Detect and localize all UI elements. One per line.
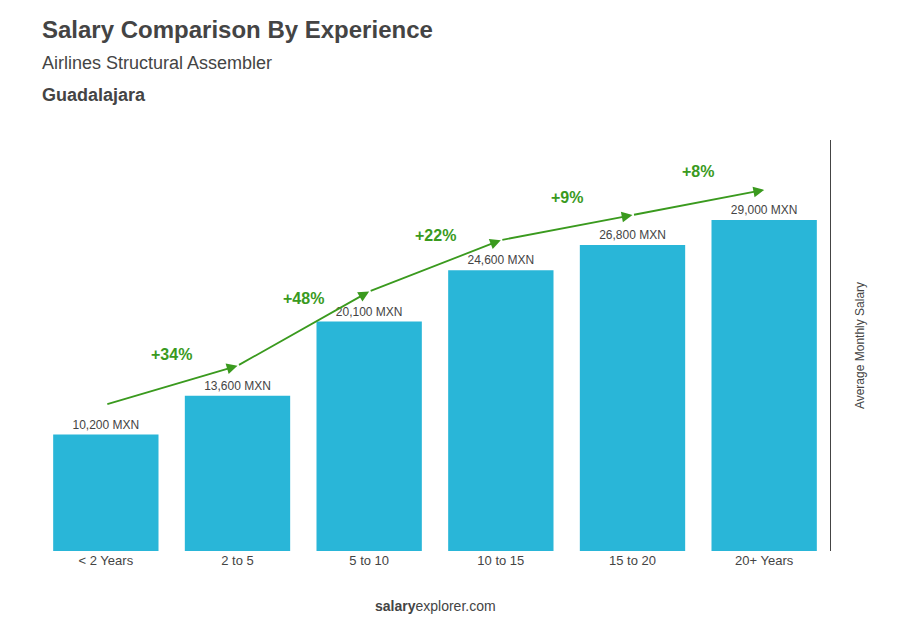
svg-text:20,100 MXN: 20,100 MXN — [336, 305, 403, 319]
svg-text:+34%: +34% — [151, 346, 192, 363]
svg-text:10 to 15: 10 to 15 — [477, 553, 524, 568]
svg-text:2 to 5: 2 to 5 — [221, 553, 254, 568]
svg-text:26,800 MXN: 26,800 MXN — [599, 228, 666, 242]
svg-text:10,200 MXN: 10,200 MXN — [72, 418, 139, 432]
svg-text:Airlines Structural Assembler: Airlines Structural Assembler — [42, 53, 272, 73]
svg-text:5 to 10: 5 to 10 — [349, 553, 389, 568]
svg-text:salaryexplorer.com: salaryexplorer.com — [375, 598, 496, 614]
svg-text:29,000 MXN: 29,000 MXN — [731, 203, 798, 217]
svg-text:+22%: +22% — [415, 227, 456, 244]
svg-text:13,600 MXN: 13,600 MXN — [204, 379, 271, 393]
svg-text:+9%: +9% — [551, 189, 583, 206]
svg-text:Guadalajara: Guadalajara — [42, 85, 146, 105]
svg-text:< 2 Years: < 2 Years — [79, 553, 134, 568]
svg-text:15 to 20: 15 to 20 — [609, 553, 656, 568]
svg-text:20+ Years: 20+ Years — [735, 553, 794, 568]
svg-text:Average Monthly Salary: Average Monthly Salary — [853, 282, 867, 409]
svg-text:Salary Comparison By Experienc: Salary Comparison By Experience — [42, 16, 433, 43]
svg-text:24,600 MXN: 24,600 MXN — [467, 253, 534, 267]
svg-text:+48%: +48% — [283, 290, 324, 307]
svg-text:+8%: +8% — [682, 163, 714, 180]
